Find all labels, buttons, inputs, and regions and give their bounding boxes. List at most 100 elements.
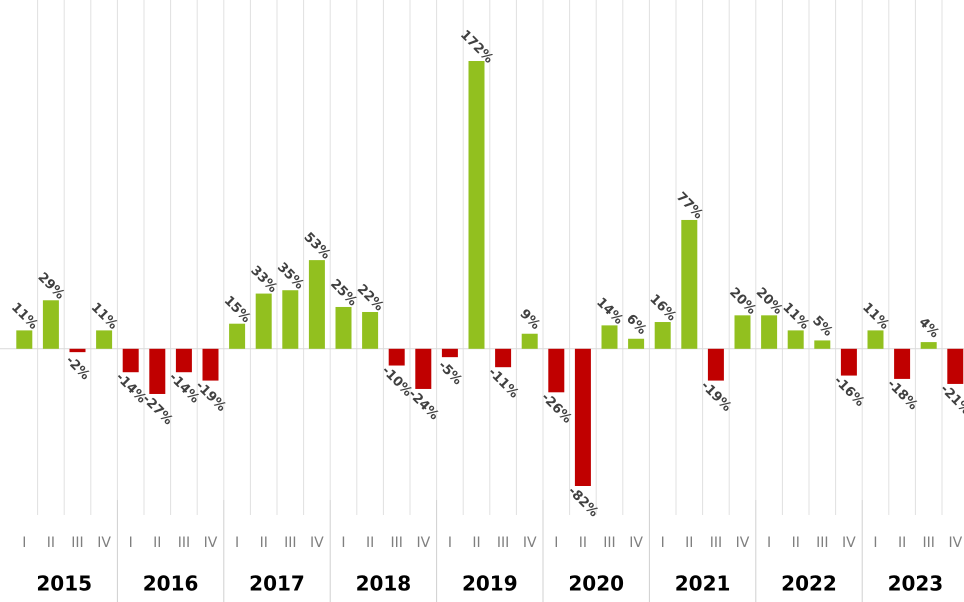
quarter-label: III xyxy=(816,535,828,551)
quarter-label: II xyxy=(898,535,906,551)
quarter-label: II xyxy=(366,535,374,551)
bar xyxy=(335,306,352,349)
data-label: 29% xyxy=(35,270,68,303)
bar xyxy=(69,348,86,353)
bar xyxy=(920,342,937,349)
data-label: 11% xyxy=(859,300,892,333)
quarter-label: I xyxy=(767,535,771,551)
year-label: 2016 xyxy=(143,572,199,596)
quarter-label: IV xyxy=(523,535,537,551)
data-label: 35% xyxy=(274,260,307,293)
data-label: -2% xyxy=(62,353,92,383)
quarter-label: III xyxy=(710,535,722,551)
data-label: -27% xyxy=(139,392,175,428)
bar xyxy=(255,293,272,349)
quarter-label: I xyxy=(129,535,133,551)
data-label: 11% xyxy=(8,300,41,333)
data-label: -26% xyxy=(538,390,574,426)
bar xyxy=(548,348,565,393)
quarter-label: II xyxy=(579,535,587,551)
data-label: -5% xyxy=(435,358,465,388)
bar xyxy=(894,348,911,379)
bar xyxy=(362,311,379,349)
quarter-label: I xyxy=(22,535,26,551)
bar xyxy=(681,219,698,349)
bar xyxy=(521,333,538,349)
quarter-label: IV xyxy=(416,535,430,551)
bar xyxy=(654,322,671,349)
bar xyxy=(495,348,512,368)
quarter-label: III xyxy=(603,535,615,551)
data-label: 53% xyxy=(301,230,334,263)
bar xyxy=(308,260,325,349)
data-label: 16% xyxy=(646,292,679,325)
quarter-label: II xyxy=(685,535,693,551)
bar xyxy=(814,340,831,349)
bar xyxy=(282,290,299,349)
year-label: 2018 xyxy=(356,572,412,596)
data-label: -82% xyxy=(565,484,601,520)
bar xyxy=(388,348,405,366)
data-label: -16% xyxy=(831,373,867,409)
data-label: 4% xyxy=(916,315,942,341)
data-label: -24% xyxy=(405,387,441,423)
quarter-label: III xyxy=(284,535,296,551)
quarter-label: I xyxy=(873,535,877,551)
bar xyxy=(42,300,59,349)
year-label: 2015 xyxy=(36,572,92,596)
data-label: -18% xyxy=(884,377,920,413)
data-label: 11% xyxy=(88,300,121,333)
data-label: 9% xyxy=(517,307,543,333)
bar xyxy=(840,348,857,376)
year-label: 2020 xyxy=(568,572,624,596)
data-label: -21% xyxy=(937,382,964,418)
bar xyxy=(707,348,724,381)
quarter-label: II xyxy=(260,535,268,551)
quarter-label: II xyxy=(153,535,161,551)
data-label: -11% xyxy=(485,365,521,401)
year-label: 2023 xyxy=(888,572,944,596)
bar xyxy=(734,315,751,349)
year-label: 2021 xyxy=(675,572,731,596)
bar xyxy=(16,330,33,349)
data-label: 5% xyxy=(809,313,835,339)
data-label: 20% xyxy=(753,285,786,318)
quarter-label: IV xyxy=(948,535,962,551)
bar xyxy=(601,325,618,349)
quarter-label: IV xyxy=(629,535,643,551)
quarter-label: IV xyxy=(97,535,111,551)
quarter-label: II xyxy=(792,535,800,551)
data-label: -19% xyxy=(698,378,734,414)
quarter-label: IV xyxy=(204,535,218,551)
bar xyxy=(761,315,778,349)
bar xyxy=(175,348,192,373)
bar xyxy=(574,348,591,486)
quarter-label: IV xyxy=(842,535,856,551)
quarter-label: I xyxy=(661,535,665,551)
quarter-label: I xyxy=(341,535,345,551)
quarter-label: III xyxy=(71,535,83,551)
quarter-label: II xyxy=(472,535,480,551)
bar xyxy=(202,348,219,381)
quarter-label: III xyxy=(391,535,403,551)
data-label: 77% xyxy=(673,190,706,223)
bar xyxy=(96,330,113,349)
year-label: 2017 xyxy=(249,572,305,596)
quarter-label: I xyxy=(235,535,239,551)
data-label: 15% xyxy=(221,293,254,326)
year-label: 2019 xyxy=(462,572,518,596)
quarter-label: III xyxy=(178,535,190,551)
quarter-label: II xyxy=(47,535,55,551)
quarter-label: I xyxy=(554,535,558,551)
data-label: 20% xyxy=(726,285,759,318)
quarter-label: III xyxy=(497,535,509,551)
bar xyxy=(787,330,804,349)
bar xyxy=(628,338,645,349)
quarter-label: III xyxy=(923,535,935,551)
data-label: 14% xyxy=(593,295,626,328)
bar xyxy=(947,348,964,384)
quarter-label: IV xyxy=(736,535,750,551)
bar xyxy=(415,348,432,389)
bar xyxy=(867,330,884,349)
